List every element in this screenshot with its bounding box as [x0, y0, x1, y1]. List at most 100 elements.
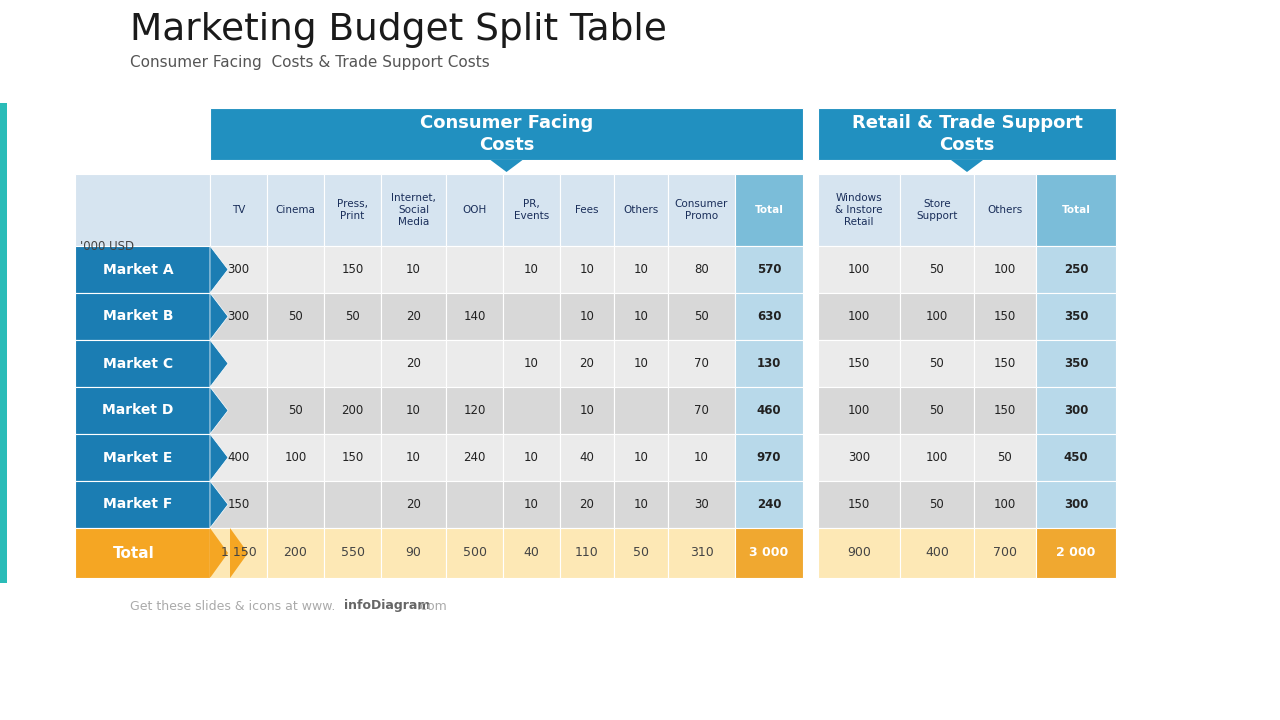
Text: Market E: Market E	[104, 451, 173, 464]
Bar	[445, 246, 503, 293]
Text: Fees: Fees	[575, 205, 599, 215]
Bar	[324, 246, 381, 293]
Text: 100: 100	[993, 263, 1016, 276]
Text: 150: 150	[847, 357, 870, 370]
Text: 80: 80	[694, 263, 709, 276]
Text: 20: 20	[406, 310, 421, 323]
Bar	[974, 174, 1036, 246]
Bar	[735, 434, 803, 481]
Bar	[900, 246, 974, 293]
Bar	[445, 174, 503, 246]
Text: Consumer Facing
Costs: Consumer Facing Costs	[420, 114, 593, 154]
Text: Market C: Market C	[102, 356, 173, 371]
Text: 10: 10	[634, 451, 649, 464]
Bar	[503, 528, 561, 578]
Text: 300: 300	[1064, 498, 1088, 511]
Text: .com: .com	[417, 600, 448, 613]
Text: 460: 460	[756, 404, 781, 417]
Bar	[324, 174, 381, 246]
Text: 150: 150	[228, 498, 250, 511]
Bar	[668, 246, 735, 293]
Bar	[381, 387, 445, 434]
Text: 70: 70	[694, 357, 709, 370]
Text: 400: 400	[925, 546, 948, 559]
Bar	[210, 528, 268, 578]
Bar	[1036, 434, 1116, 481]
Text: 10: 10	[694, 451, 709, 464]
Text: 10: 10	[406, 404, 421, 417]
Bar	[735, 340, 803, 387]
Bar	[614, 174, 668, 246]
Text: Internet,
Social
Media: Internet, Social Media	[392, 193, 436, 227]
Text: 40: 40	[524, 546, 539, 559]
Bar	[614, 481, 668, 528]
Bar	[210, 246, 268, 293]
Bar	[818, 293, 900, 340]
Text: 40: 40	[580, 451, 594, 464]
Bar	[324, 434, 381, 481]
Text: 50: 50	[929, 263, 945, 276]
Text: 300: 300	[228, 263, 250, 276]
Bar	[818, 387, 900, 434]
Text: 50: 50	[346, 310, 360, 323]
Bar	[210, 434, 268, 481]
Text: 50: 50	[288, 404, 303, 417]
Bar	[561, 174, 614, 246]
Text: 110: 110	[575, 546, 599, 559]
Bar	[900, 340, 974, 387]
Bar	[668, 174, 735, 246]
Bar	[818, 174, 900, 246]
Text: 150: 150	[993, 404, 1016, 417]
Text: 20: 20	[580, 498, 594, 511]
Bar	[210, 340, 268, 387]
Text: 150: 150	[993, 310, 1016, 323]
Text: Market D: Market D	[102, 403, 174, 418]
Text: 300: 300	[847, 451, 870, 464]
Bar	[76, 387, 210, 434]
Bar	[735, 293, 803, 340]
Text: 570: 570	[756, 263, 781, 276]
Text: 10: 10	[580, 310, 594, 323]
Text: Total: Total	[755, 205, 783, 215]
Text: 50: 50	[929, 498, 945, 511]
Bar	[210, 108, 803, 160]
Text: 400: 400	[228, 451, 250, 464]
Text: 2 000: 2 000	[1056, 546, 1096, 559]
Text: 10: 10	[634, 498, 649, 511]
Text: 140: 140	[463, 310, 485, 323]
Text: 630: 630	[756, 310, 781, 323]
Bar	[381, 246, 445, 293]
Bar	[614, 293, 668, 340]
Bar	[324, 293, 381, 340]
Polygon shape	[230, 528, 248, 578]
Bar	[974, 481, 1036, 528]
Text: 10: 10	[406, 263, 421, 276]
Bar	[0, 103, 6, 583]
Bar	[210, 293, 268, 340]
Bar	[561, 293, 614, 340]
Bar	[818, 108, 1116, 160]
Text: 150: 150	[342, 451, 364, 464]
Bar	[818, 246, 900, 293]
Text: 1 150: 1 150	[220, 546, 256, 559]
Bar	[268, 387, 324, 434]
Bar	[818, 340, 900, 387]
Bar	[1036, 528, 1116, 578]
Text: 200: 200	[284, 546, 307, 559]
Text: Retail & Trade Support
Costs: Retail & Trade Support Costs	[851, 114, 1083, 154]
Bar	[381, 481, 445, 528]
Polygon shape	[210, 528, 228, 578]
Bar	[324, 481, 381, 528]
Text: 450: 450	[1064, 451, 1088, 464]
Bar	[974, 387, 1036, 434]
Text: 240: 240	[756, 498, 781, 511]
Bar	[210, 174, 268, 246]
Bar	[974, 293, 1036, 340]
Bar	[268, 246, 324, 293]
Bar	[445, 340, 503, 387]
Text: '000 USD: '000 USD	[79, 240, 134, 253]
Text: Cinema: Cinema	[275, 205, 315, 215]
Text: Marketing Budget Split Table: Marketing Budget Split Table	[131, 12, 667, 48]
Bar	[381, 293, 445, 340]
Bar	[76, 174, 210, 246]
